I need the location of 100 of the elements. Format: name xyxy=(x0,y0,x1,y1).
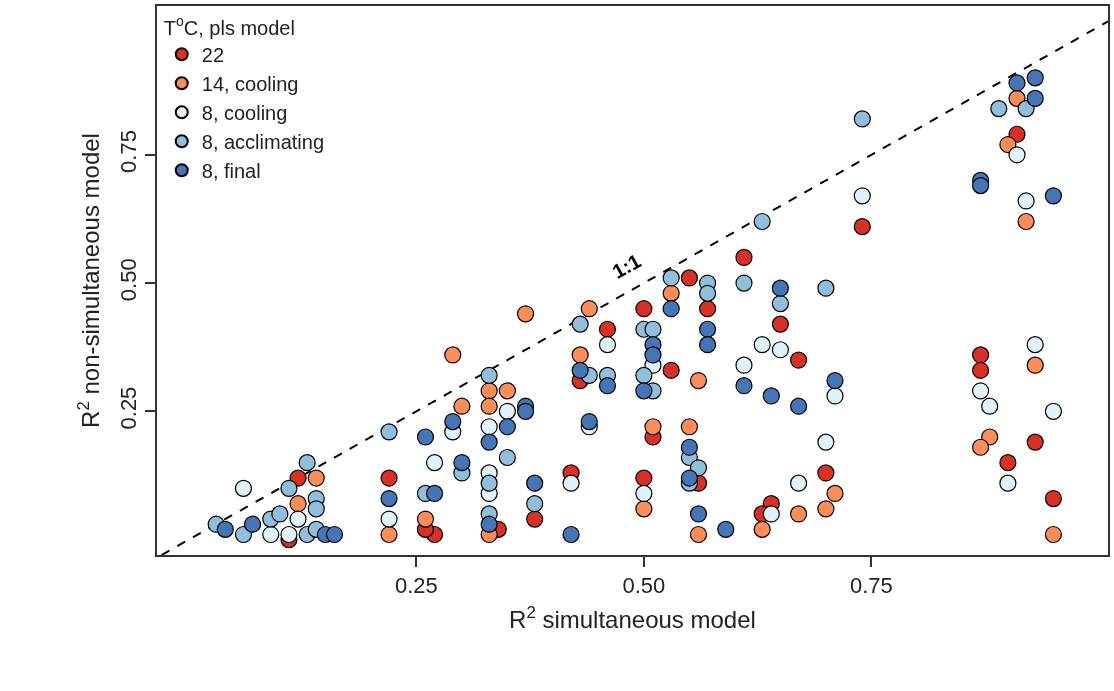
point xyxy=(635,484,653,503)
point xyxy=(789,397,808,415)
point xyxy=(981,428,999,446)
annotation: 1:1 xyxy=(608,249,645,283)
point xyxy=(817,500,835,518)
point xyxy=(817,433,835,451)
point xyxy=(698,320,717,338)
point xyxy=(689,371,708,390)
point xyxy=(1026,89,1044,107)
point xyxy=(999,474,1017,492)
point xyxy=(480,397,498,415)
point xyxy=(972,361,990,379)
x-tick-label: 0.25 xyxy=(394,573,438,599)
legend-label: 14, cooling xyxy=(201,73,299,96)
x-tick-label: 0.50 xyxy=(622,573,666,599)
point xyxy=(307,500,325,518)
legend-label: 8, final xyxy=(201,160,261,183)
point xyxy=(262,525,280,544)
point xyxy=(453,397,471,415)
point xyxy=(717,520,735,538)
point xyxy=(1044,525,1062,544)
point xyxy=(771,279,789,297)
point xyxy=(981,397,999,415)
point xyxy=(689,525,708,544)
point xyxy=(598,336,617,354)
point xyxy=(1017,212,1035,231)
point xyxy=(216,520,234,538)
point xyxy=(598,377,617,395)
point xyxy=(444,346,462,364)
point xyxy=(1044,187,1062,205)
point xyxy=(662,269,680,287)
point xyxy=(416,510,435,528)
point xyxy=(689,505,708,523)
point xyxy=(580,300,598,318)
point xyxy=(480,366,498,385)
point xyxy=(662,284,680,302)
point xyxy=(771,341,789,359)
y-tick-label: 0.25 xyxy=(116,386,142,430)
point xyxy=(735,274,753,292)
point xyxy=(280,525,298,544)
point xyxy=(526,474,544,492)
point xyxy=(280,479,298,497)
point xyxy=(698,300,717,318)
point xyxy=(307,469,325,487)
point xyxy=(571,361,589,379)
point xyxy=(1008,74,1026,92)
legend-label: 8, acclimating xyxy=(201,131,325,154)
point xyxy=(826,484,844,503)
point xyxy=(635,469,653,487)
point xyxy=(243,515,262,533)
point xyxy=(380,510,398,528)
point xyxy=(1008,146,1026,164)
point xyxy=(1017,192,1035,210)
point xyxy=(999,454,1017,472)
point xyxy=(789,505,808,523)
point xyxy=(853,110,871,128)
point xyxy=(789,351,808,369)
point xyxy=(1017,100,1035,118)
point xyxy=(526,495,544,513)
legend-label: 8, cooling xyxy=(201,102,288,125)
point xyxy=(698,336,717,354)
point xyxy=(771,294,789,313)
point xyxy=(425,484,444,503)
point xyxy=(680,469,698,487)
point xyxy=(753,520,771,538)
point xyxy=(234,525,253,544)
point xyxy=(735,377,753,395)
point xyxy=(972,438,990,456)
point xyxy=(1044,402,1062,420)
point xyxy=(298,454,316,472)
point xyxy=(234,479,253,497)
point xyxy=(453,454,471,472)
point xyxy=(571,346,589,364)
point xyxy=(526,510,544,528)
point xyxy=(644,346,662,364)
point xyxy=(480,474,498,492)
point xyxy=(271,505,289,523)
point xyxy=(416,428,435,446)
point xyxy=(698,284,717,302)
point xyxy=(644,418,662,436)
legend-title: T$^{o}$C, pls model xyxy=(163,13,295,39)
point xyxy=(1026,433,1044,451)
point xyxy=(516,402,535,420)
point xyxy=(480,382,498,400)
point xyxy=(789,474,808,492)
point xyxy=(325,525,344,544)
point xyxy=(635,300,653,318)
y-tick-label: 0.75 xyxy=(116,130,142,173)
point xyxy=(1026,336,1044,354)
point xyxy=(480,433,498,451)
point xyxy=(580,413,598,431)
point xyxy=(635,366,653,385)
point xyxy=(817,279,835,297)
y-tick-label: 0.50 xyxy=(116,258,142,302)
legend-label: 22 xyxy=(201,44,225,67)
point xyxy=(562,525,580,544)
x-axis-title: R$^{2}$ simultaneous model xyxy=(509,603,756,634)
point xyxy=(753,212,771,231)
point xyxy=(853,218,871,236)
point xyxy=(480,418,498,436)
